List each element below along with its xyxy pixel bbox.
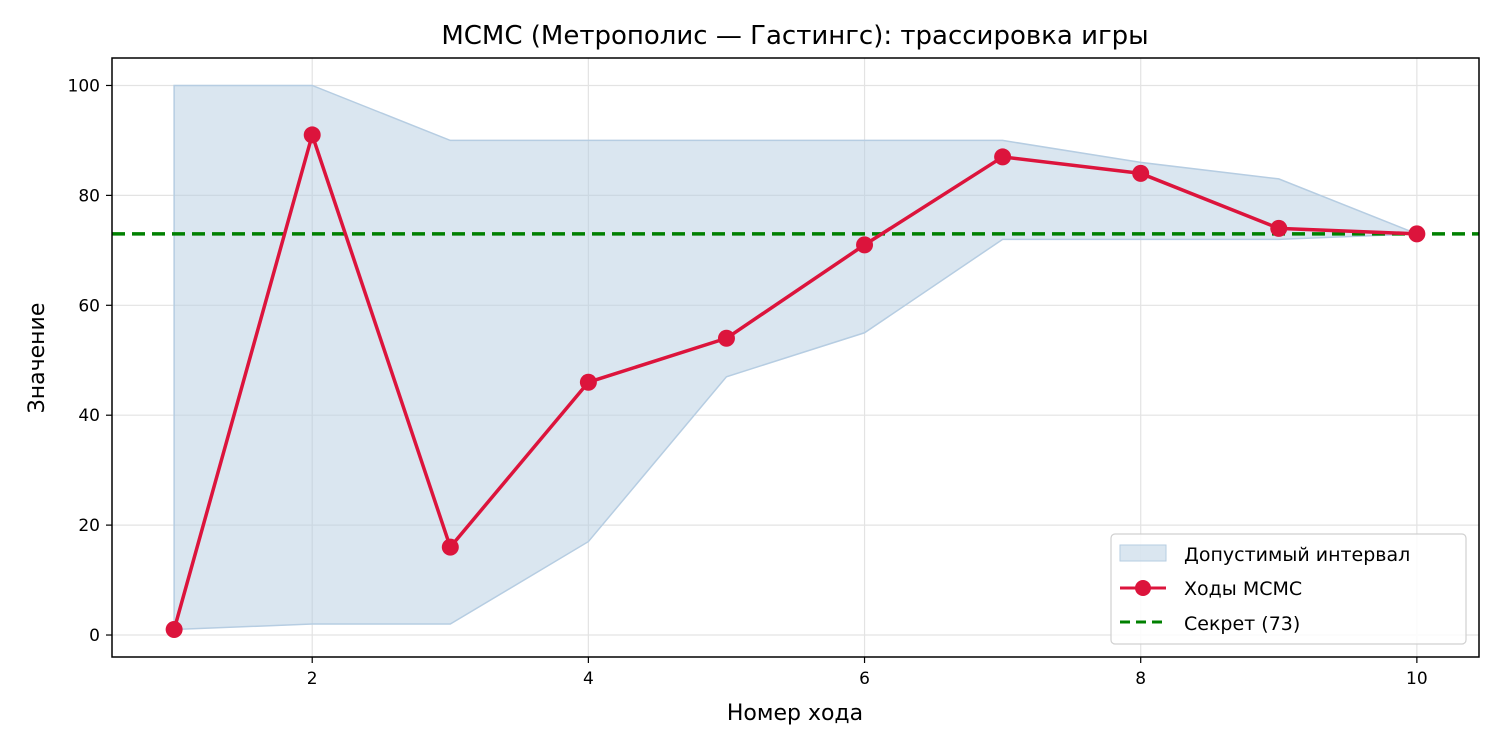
y-axis-label: Значение bbox=[25, 303, 50, 414]
series-point bbox=[441, 538, 459, 556]
series-point bbox=[303, 126, 321, 144]
series-point bbox=[165, 621, 183, 639]
interval-band-layer bbox=[173, 84, 1418, 631]
legend-frame bbox=[1110, 533, 1467, 645]
x-tick-label: 8 bbox=[1135, 669, 1146, 689]
x-tick-label: 6 bbox=[859, 669, 870, 689]
legend-swatch-series-marker bbox=[1135, 580, 1151, 596]
y-axis-ticks: 0 20 40 60 80 100 bbox=[68, 76, 112, 646]
interval-band bbox=[173, 84, 1418, 631]
x-axis-ticks: 2 4 6 8 10 bbox=[307, 657, 1428, 689]
y-tick-label: 0 bbox=[89, 626, 100, 646]
series-point bbox=[1132, 164, 1150, 182]
series-layer bbox=[165, 126, 1426, 639]
series-point bbox=[579, 373, 597, 391]
legend-label-band: Допустимый интервал bbox=[1184, 544, 1410, 566]
x-tick-label: 10 bbox=[1406, 669, 1428, 689]
plot-frame bbox=[111, 57, 1480, 658]
legend-label-series: Ходы MCMC bbox=[1184, 578, 1302, 600]
y-tick-label: 40 bbox=[78, 406, 100, 426]
legend-label-reference: Секрет (73) bbox=[1184, 613, 1300, 635]
legend: Допустимый интервал Ходы MCMC Секрет (73… bbox=[1110, 533, 1467, 645]
x-tick-label: 2 bbox=[307, 669, 318, 689]
series-point bbox=[856, 236, 874, 254]
y-tick-label: 60 bbox=[78, 296, 100, 316]
series-point bbox=[994, 148, 1012, 166]
series-line bbox=[172, 133, 1417, 630]
series-point bbox=[1408, 225, 1426, 243]
series-point bbox=[717, 329, 735, 347]
x-axis-label: Номер хода bbox=[727, 701, 863, 726]
y-tick-label: 100 bbox=[68, 76, 100, 96]
x-tick-label: 4 bbox=[583, 669, 594, 689]
series-point bbox=[1270, 219, 1288, 237]
y-tick-label: 80 bbox=[78, 186, 100, 206]
y-tick-label: 20 bbox=[78, 516, 100, 536]
chart-title: MCMC (Метрополис — Гастингс): трассировк… bbox=[441, 21, 1148, 51]
legend-swatch-band bbox=[1119, 544, 1167, 562]
